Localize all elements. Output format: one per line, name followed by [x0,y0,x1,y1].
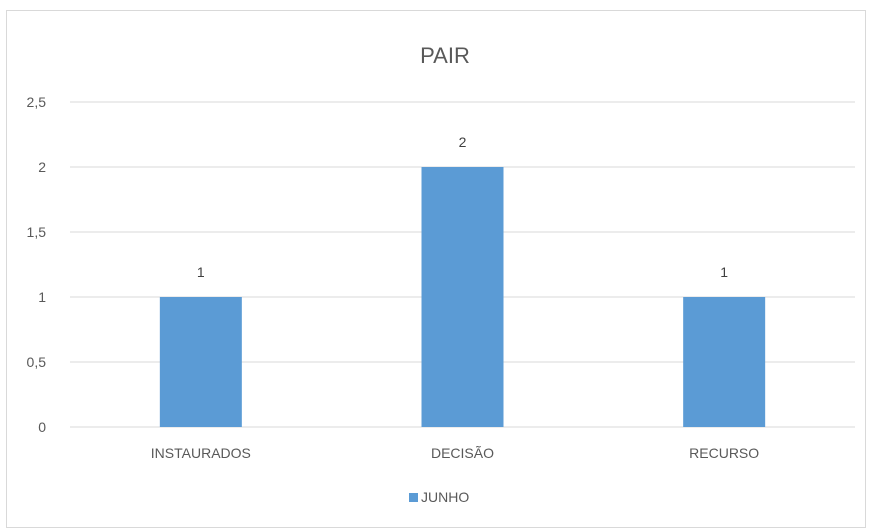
bar [421,167,504,427]
y-tick-label: 2 [38,159,46,175]
y-tick-label: 1,5 [27,224,47,240]
y-tick-label: 2,5 [27,94,47,110]
y-tick-label: 1 [38,289,46,305]
bar [159,297,242,427]
chart-title: PAIR [420,43,470,68]
y-axis-ticks: 0 0,5 1 1,5 2 2,5 [27,94,47,435]
x-axis-categories: INSTAURADOS DECISÃO RECURSO [151,445,759,461]
x-category-label: DECISÃO [431,445,494,461]
legend-label-junho: JUNHO [421,489,469,505]
bars [159,167,766,427]
data-labels: 1 2 1 [197,134,728,280]
x-category-label: INSTAURADOS [151,445,251,461]
y-tick-label: 0 [38,419,46,435]
legend-swatch-junho [409,493,418,502]
legend: JUNHO [409,489,469,505]
data-label: 1 [197,264,205,280]
bar [683,297,766,427]
x-category-label: RECURSO [689,445,759,461]
data-label: 1 [720,264,728,280]
y-tick-label: 0,5 [27,354,47,370]
data-label: 2 [459,134,467,150]
